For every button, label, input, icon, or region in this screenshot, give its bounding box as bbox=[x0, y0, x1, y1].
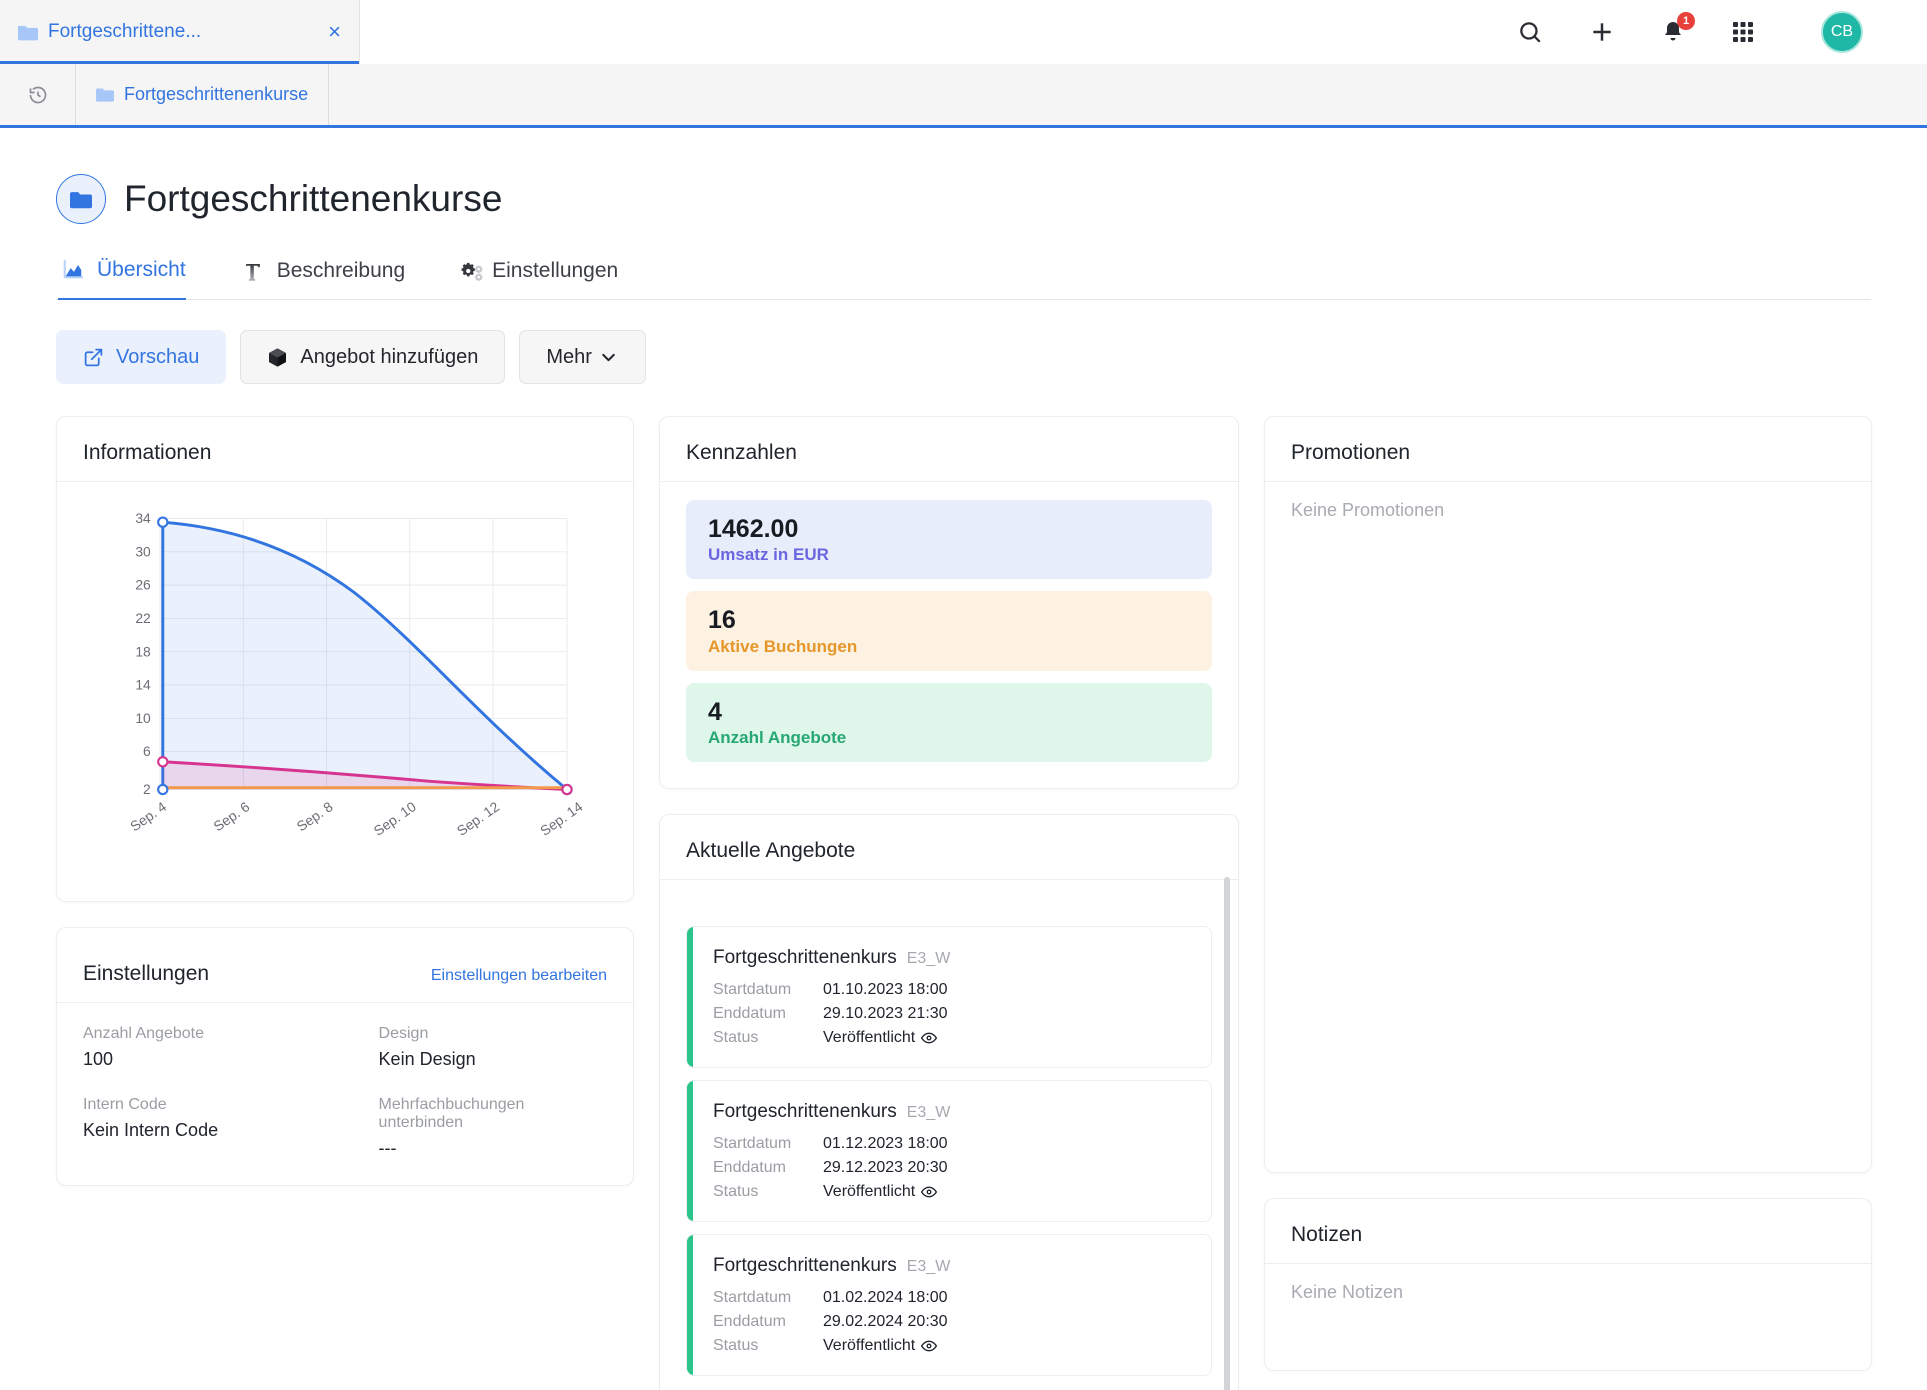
svg-text:2: 2 bbox=[143, 781, 151, 797]
svg-text:Sep. 4: Sep. 4 bbox=[127, 798, 169, 834]
svg-text:Sep. 6: Sep. 6 bbox=[210, 798, 252, 834]
svg-text:6: 6 bbox=[143, 743, 151, 759]
svg-text:Sep. 12: Sep. 12 bbox=[454, 798, 503, 839]
svg-text:Sep. 8: Sep. 8 bbox=[294, 798, 336, 834]
svg-text:34: 34 bbox=[135, 510, 151, 526]
svg-text:22: 22 bbox=[135, 610, 151, 626]
svg-text:30: 30 bbox=[135, 543, 151, 559]
svg-text:Sep. 14: Sep. 14 bbox=[537, 798, 586, 839]
svg-text:26: 26 bbox=[135, 577, 151, 593]
svg-text:Sep. 10: Sep. 10 bbox=[371, 798, 420, 839]
svg-text:14: 14 bbox=[135, 677, 151, 693]
svg-text:18: 18 bbox=[135, 643, 151, 659]
svg-text:10: 10 bbox=[135, 710, 151, 726]
